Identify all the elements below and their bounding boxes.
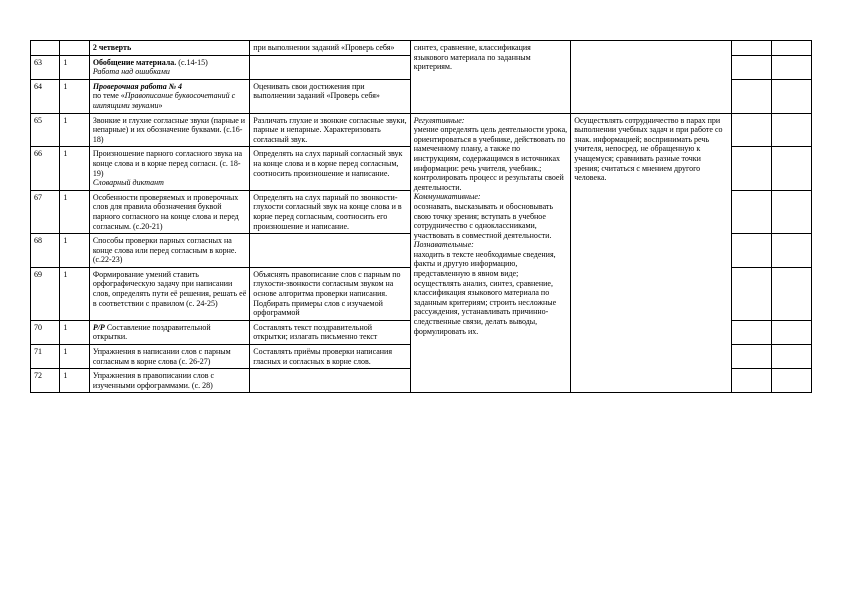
table-cell — [731, 190, 771, 233]
table-cell — [771, 41, 811, 56]
table-cell: 2 четверть — [89, 41, 249, 56]
table-cell: 68 — [31, 234, 60, 268]
table-cell — [771, 79, 811, 113]
table-cell: 70 — [31, 320, 60, 344]
table-cell: при выполнении заданий «Проверь себя» — [250, 41, 410, 56]
table-cell — [731, 41, 771, 56]
table-cell — [250, 369, 410, 393]
table-cell: Составлять текст поздравительной открытк… — [250, 320, 410, 344]
table-cell: 1 — [60, 234, 89, 268]
table-cell: Звонкие и глухие согласные звуки (парные… — [89, 113, 249, 147]
table-cell: Р/Р Составление поздравительной открытки… — [89, 320, 249, 344]
table-cell — [731, 113, 771, 147]
table-cell — [731, 79, 771, 113]
table-cell — [571, 41, 731, 114]
table-cell — [771, 369, 811, 393]
table-cell — [771, 320, 811, 344]
table-row: 651Звонкие и глухие согласные звуки (пар… — [31, 113, 812, 147]
table-cell: 71 — [31, 345, 60, 369]
table-cell — [771, 147, 811, 190]
table-cell — [731, 147, 771, 190]
table-cell: Оценивать свои достижения при выполнении… — [250, 79, 410, 113]
table-cell — [771, 234, 811, 268]
table-cell: 72 — [31, 369, 60, 393]
table-cell: 1 — [60, 320, 89, 344]
table-cell — [250, 55, 410, 79]
table-cell: 67 — [31, 190, 60, 233]
table-cell: Осуществлять сотрудничество в парах при … — [571, 113, 731, 393]
table-cell — [771, 55, 811, 79]
table-cell: синтез, сравнение, классификация языково… — [410, 41, 570, 114]
curriculum-table: 2 четвертьпри выполнении заданий «Провер… — [30, 40, 812, 393]
table-cell: 1 — [60, 55, 89, 79]
table-cell — [31, 41, 60, 56]
table-cell: 1 — [60, 113, 89, 147]
table-cell: Различать глухие и звонкие согласные зву… — [250, 113, 410, 147]
table-cell: 69 — [31, 267, 60, 320]
table-cell: Определять на слух парный по звонкости-г… — [250, 190, 410, 233]
table-cell — [731, 369, 771, 393]
table-cell: Обобщение материала. (с.14-15)Работа над… — [89, 55, 249, 79]
table-cell: Объяснять правописание слов с парным по … — [250, 267, 410, 320]
table-cell: Формирование умений ставить орфографичес… — [89, 267, 249, 320]
table-cell: 1 — [60, 79, 89, 113]
table-cell — [60, 41, 89, 56]
table-cell: Определять на слух парный согласный звук… — [250, 147, 410, 190]
table-cell — [731, 320, 771, 344]
table-cell: Способы проверки парных согласных на кон… — [89, 234, 249, 268]
table-cell: Упражнения в правописании слов с изученн… — [89, 369, 249, 393]
table-cell: 1 — [60, 267, 89, 320]
table-cell: Упражнения в написании слов с парным сог… — [89, 345, 249, 369]
table-cell: 63 — [31, 55, 60, 79]
table-cell — [250, 234, 410, 268]
table-cell — [731, 267, 771, 320]
table-cell — [731, 345, 771, 369]
table-cell: 1 — [60, 345, 89, 369]
table-cell: 65 — [31, 113, 60, 147]
table-cell — [771, 190, 811, 233]
table-cell — [771, 113, 811, 147]
table-cell: 1 — [60, 190, 89, 233]
table-cell: Регулятивные:умение определять цель деят… — [410, 113, 570, 393]
table-cell: 1 — [60, 369, 89, 393]
table-cell: Особенности проверяемых и проверочных сл… — [89, 190, 249, 233]
table-cell: 1 — [60, 147, 89, 190]
table-cell: 66 — [31, 147, 60, 190]
table-row: 2 четвертьпри выполнении заданий «Провер… — [31, 41, 812, 56]
table-cell — [771, 345, 811, 369]
table-cell: Произношение парного согласного звука на… — [89, 147, 249, 190]
table-cell — [731, 234, 771, 268]
table-cell — [771, 267, 811, 320]
table-cell: Проверочная работа № 4по теме «Правописа… — [89, 79, 249, 113]
table-cell — [731, 55, 771, 79]
table-cell: Составлять приёмы проверки написания гла… — [250, 345, 410, 369]
table-cell: 64 — [31, 79, 60, 113]
